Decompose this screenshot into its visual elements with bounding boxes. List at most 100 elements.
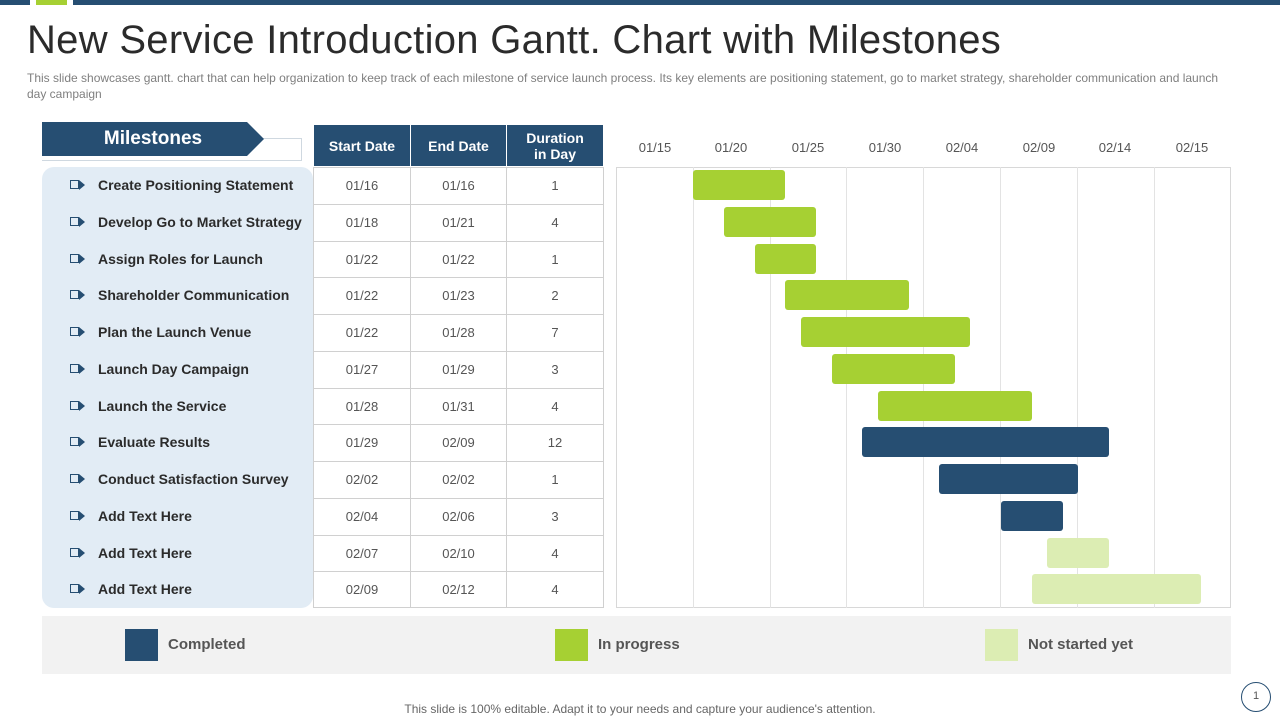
duration-cell: 4	[551, 582, 559, 598]
arrow-box-icon-square	[70, 474, 79, 483]
arrow-box-icon-triangle	[79, 400, 85, 411]
arrow-box-icon-square	[70, 290, 79, 300]
arrow-box-icon-square	[70, 253, 79, 263]
duration-cell: 12	[547, 435, 563, 451]
table-row-divider	[313, 461, 604, 462]
arrow-box-icon	[70, 399, 88, 413]
milestone-label: Evaluate Results	[98, 434, 211, 451]
milestone-label: Add Text Here	[98, 581, 192, 598]
end-date-cell: 01/16	[442, 178, 475, 193]
duration-cell: 1	[551, 178, 559, 193]
legend-in-progress-swatch	[555, 629, 588, 661]
milestone-item: Launch Day Campaign	[70, 359, 249, 379]
milestone-item: Conduct Satisfaction Survey	[70, 469, 289, 489]
gantt-bar	[862, 427, 1109, 458]
milestone-item: Add Text Here	[70, 579, 192, 599]
milestone-label: Develop Go to Market Strategy	[98, 213, 302, 230]
duration-header: Duration in Day	[507, 125, 603, 166]
milestone-label: Add Text Here	[98, 507, 192, 524]
legend	[42, 616, 1231, 674]
end-date-cell: 01/31	[442, 398, 475, 414]
milestone-label: Launch Day Campaign	[98, 360, 249, 377]
arrow-box-icon	[70, 325, 88, 339]
gantt-gridline	[770, 167, 771, 608]
top-bar-gap	[67, 0, 73, 5]
milestone-label: Assign Roles for Launch	[98, 250, 263, 267]
page-number: 1	[1241, 682, 1271, 712]
arrow-box-icon-square	[70, 437, 79, 447]
timeline-tick-label: 02/04	[945, 140, 979, 155]
gantt-gridline	[1077, 167, 1078, 608]
arrow-box-icon-triangle	[79, 474, 85, 484]
arrow-box-icon	[70, 362, 88, 376]
end-date-header: End Date	[411, 125, 506, 166]
gantt-bar	[785, 280, 909, 311]
start-date-cell: 01/22	[345, 251, 379, 267]
top-bar-gap	[30, 0, 36, 5]
arrow-box-icon-triangle	[79, 216, 85, 227]
timeline-tick-label: 02/15	[1175, 140, 1209, 155]
timeline-tick-label: 01/15	[638, 140, 672, 155]
start-date-cell: 02/09	[345, 582, 379, 598]
table-row-divider	[313, 387, 604, 389]
arrow-box-icon	[70, 546, 88, 560]
gantt-bar	[877, 390, 1032, 421]
gantt-gridline	[1154, 167, 1155, 608]
arrow-box-icon-triangle	[79, 363, 85, 374]
milestone-label: Launch the Service	[98, 397, 227, 414]
gantt-gridline	[923, 167, 924, 608]
arrow-box-icon	[70, 288, 88, 302]
arrow-box-icon	[70, 509, 88, 523]
table-row-divider	[313, 203, 604, 205]
duration-cell: 7	[551, 325, 559, 340]
duration-cell: 3	[551, 508, 559, 524]
milestone-item: Assign Roles for Launch	[70, 249, 263, 269]
table-row-divider	[313, 571, 604, 573]
start-date-cell: 02/02	[345, 472, 379, 487]
milestones-panel	[42, 167, 313, 608]
start-date-cell: 01/18	[345, 214, 379, 230]
milestone-item: Plan the Launch Venue	[70, 322, 251, 342]
page-subtitle: This slide showcases gantt. chart that c…	[27, 71, 1219, 101]
timeline-tick-label: 01/25	[791, 140, 825, 155]
milestone-item: Launch the Service	[70, 396, 226, 416]
table-row-divider	[313, 350, 604, 352]
milestone-item: Develop Go to Market Strategy	[70, 212, 302, 232]
legend-completed-swatch	[125, 629, 158, 661]
end-date-cell: 01/29	[442, 361, 475, 377]
start-date-cell: 01/16	[345, 178, 379, 193]
start-date-cell: 01/22	[345, 288, 379, 304]
end-date-cell: 02/06	[442, 508, 475, 524]
arrow-box-icon	[70, 435, 88, 449]
arrow-box-icon-triangle	[79, 180, 85, 190]
timeline-tick-label: 01/20	[714, 140, 748, 155]
legend-in-progress-label: In progress	[598, 636, 680, 653]
gantt-gridline	[1000, 167, 1001, 608]
table-row-divider	[313, 240, 604, 242]
page-title: New Service Introduction Gantt. Chart wi…	[27, 18, 1002, 62]
milestone-label: Add Text Here	[98, 544, 192, 561]
end-date-cell: 02/10	[442, 545, 475, 561]
arrow-box-icon-triangle	[79, 584, 85, 595]
milestone-item: Add Text Here	[70, 543, 192, 563]
arrow-box-icon	[70, 582, 88, 596]
start-date-header: Start Date	[314, 125, 410, 166]
arrow-box-icon-triangle	[79, 437, 85, 448]
milestone-item: Create Positioning Statement	[70, 175, 293, 195]
arrow-box-icon-triangle	[79, 253, 85, 264]
end-date-cell: 02/12	[442, 582, 475, 598]
table-column-divider	[506, 167, 507, 608]
duration-cell: 4	[551, 214, 559, 230]
arrow-box-icon-triangle	[79, 290, 85, 301]
end-date-cell: 01/23	[442, 288, 475, 304]
legend-not-started-label: Not started yet	[1028, 636, 1134, 653]
gantt-bar	[939, 464, 1078, 494]
duration-cell: 3	[551, 361, 559, 377]
milestone-item: Add Text Here	[70, 506, 192, 526]
gantt-gridline	[693, 167, 694, 608]
start-date-cell: 01/28	[345, 398, 379, 414]
timeline-tick-label: 01/30	[868, 140, 902, 155]
table-row-divider	[313, 534, 604, 536]
end-date-cell: 02/09	[442, 435, 475, 451]
duration-cell: 1	[551, 251, 559, 267]
